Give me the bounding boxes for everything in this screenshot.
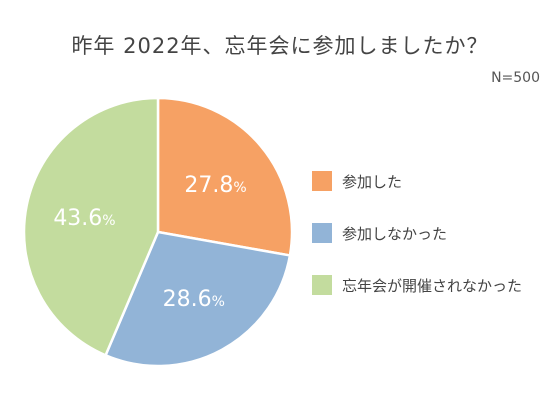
pie-value-labels: 27.8% 28.6% 43.6%	[53, 173, 246, 312]
legend-swatch	[312, 275, 332, 295]
legend: 参加した参加しなかった忘年会が開催されなかった	[312, 168, 522, 324]
chart-title: 昨年 2022年、忘年会に参加しましたか？	[71, 34, 489, 58]
pie-slices	[22, 96, 294, 368]
legend-swatch	[312, 223, 332, 243]
legend-label: 参加した	[342, 172, 403, 191]
pie-value-label-2: 28.6%	[163, 287, 225, 312]
pie-value-label-3: 43.6%	[53, 206, 115, 231]
pie-slice-2	[103, 230, 292, 368]
legend-item-3: 忘年会が開催されなかった	[312, 272, 522, 298]
legend-label: 参加しなかった	[342, 224, 448, 243]
legend-item-1: 参加した	[312, 168, 522, 194]
pie-slice-3	[22, 96, 160, 357]
legend-swatch	[312, 171, 332, 191]
sample-size-note: N=500	[491, 70, 540, 86]
legend-item-2: 参加しなかった	[312, 220, 522, 246]
pie-value-label-1: 27.8%	[184, 173, 246, 198]
legend-label: 忘年会が開催されなかった	[342, 276, 523, 295]
pie-slice-1	[156, 96, 294, 257]
